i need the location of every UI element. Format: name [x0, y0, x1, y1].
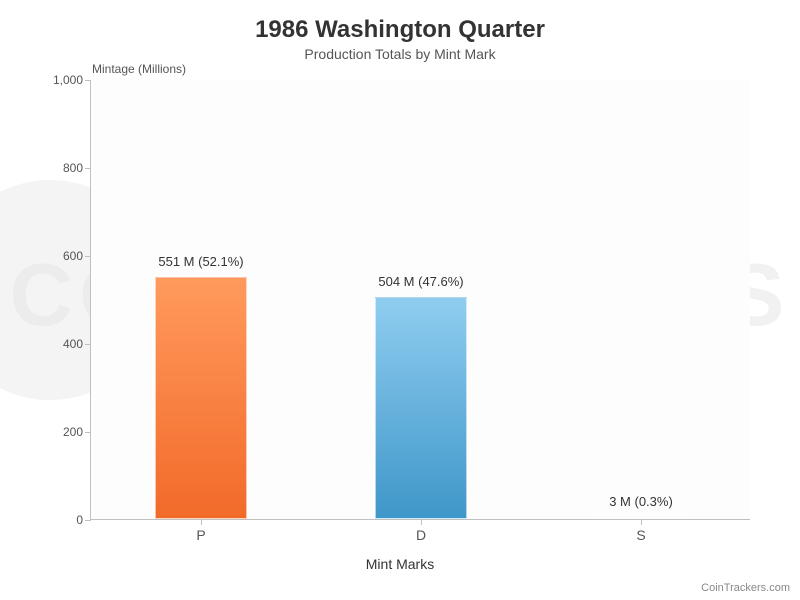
- chart-title: 1986 Washington Quarter: [0, 0, 800, 44]
- ytick-label: 400: [41, 337, 91, 351]
- ytick-label: 600: [41, 249, 91, 263]
- chart-container: 1986 Washington Quarter Production Total…: [0, 0, 800, 600]
- ytick-mark: [85, 256, 91, 257]
- bar-label-P: 551 M (52.1%): [158, 254, 243, 269]
- bar-label-S: 3 M (0.3%): [609, 494, 673, 509]
- ytick-mark: [85, 80, 91, 81]
- chart-subtitle: Production Totals by Mint Mark: [0, 46, 800, 62]
- bar-P: [155, 277, 247, 519]
- plot-area: 02004006008001,000551 M (52.1%)P504 M (4…: [90, 80, 750, 520]
- ytick-mark: [85, 344, 91, 345]
- xtick-mark: [641, 519, 642, 525]
- ytick-label: 200: [41, 425, 91, 439]
- ytick-mark: [85, 432, 91, 433]
- y-axis-title: Mintage (Millions): [92, 62, 186, 76]
- xtick-mark: [201, 519, 202, 525]
- ytick-label: 1,000: [41, 73, 91, 87]
- credit-label: CoinTrackers.com: [701, 582, 790, 594]
- bar-D: [375, 297, 467, 519]
- ytick-mark: [85, 168, 91, 169]
- ytick-label: 800: [41, 161, 91, 175]
- bar-label-D: 504 M (47.6%): [378, 274, 463, 289]
- ytick-label: 0: [41, 513, 91, 527]
- x-axis-title: Mint Marks: [366, 556, 434, 572]
- ytick-mark: [85, 520, 91, 521]
- xtick-mark: [421, 519, 422, 525]
